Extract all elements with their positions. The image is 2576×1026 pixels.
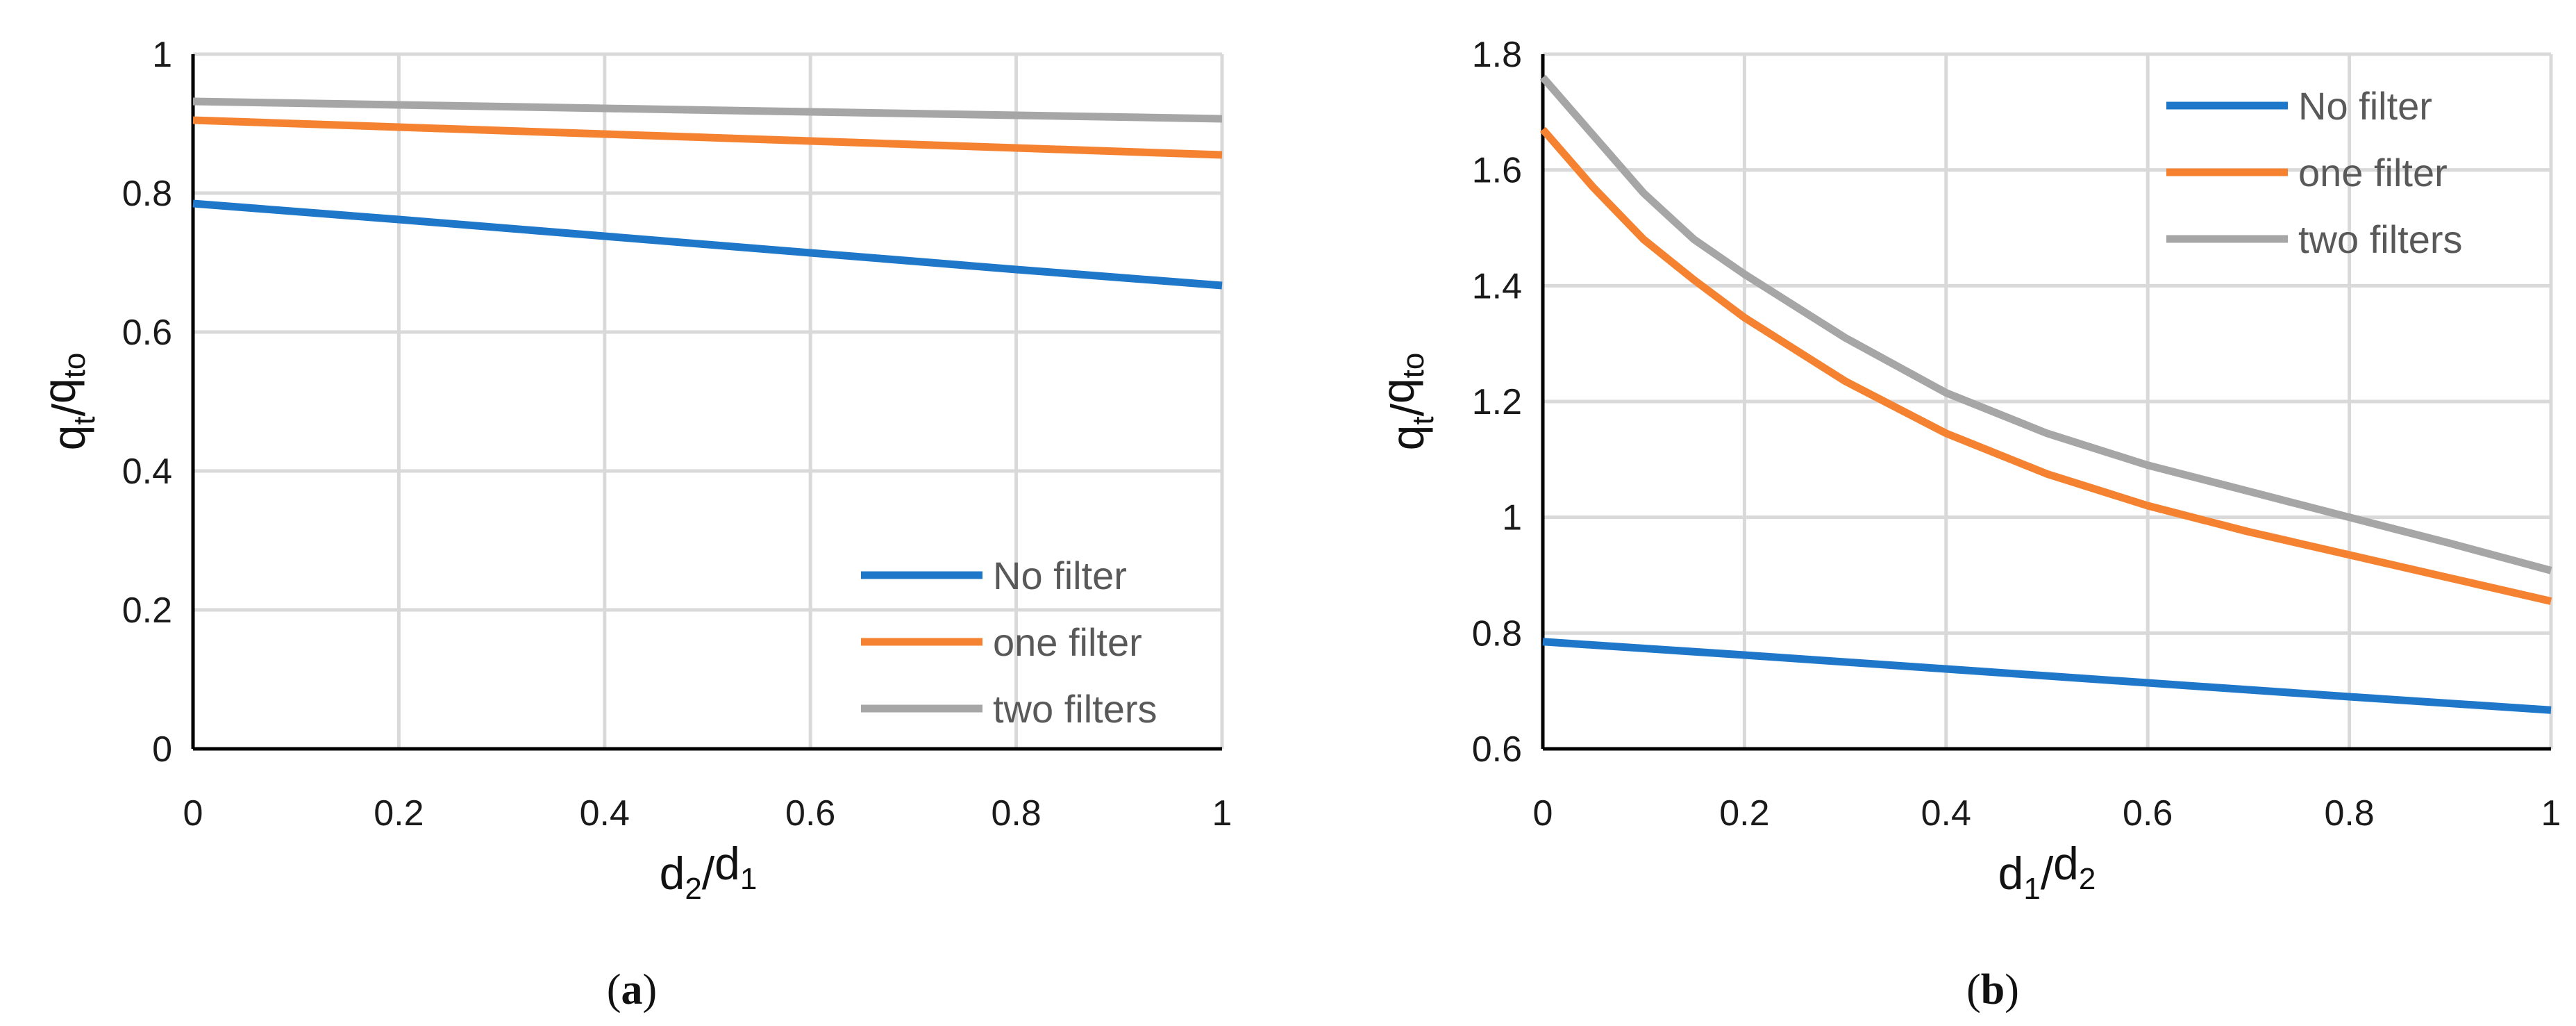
panel-caption-letter: a [621, 966, 643, 1013]
x-axis-label-slash: / [702, 847, 715, 899]
y-axis-label-base2: q [33, 378, 85, 404]
x-tick-label: 0.8 [2324, 793, 2374, 834]
x-tick-label: 1 [1212, 793, 1232, 834]
y-axis-label: qt/qto [33, 353, 101, 451]
x-tick-label: 0.4 [580, 793, 630, 834]
legend-label: one filter [993, 620, 1142, 664]
x-axis-label-slash: / [2041, 847, 2054, 899]
y-tick-label: 1 [152, 35, 172, 75]
x-tick-label: 1 [2541, 793, 2561, 834]
x-axis-label: d2/d1 [660, 838, 758, 906]
x-tick-label: 0.2 [374, 793, 424, 834]
y-tick-label: 0.8 [122, 174, 172, 214]
series-line-two-filters [1539, 74, 2552, 574]
x-axis-label: d1/d2 [1998, 838, 2096, 906]
panel-caption-close: ) [2005, 966, 2019, 1013]
x-axis-label-base2: d [714, 838, 740, 889]
x-axis-label-base2: d [2053, 838, 2079, 889]
x-axis-label-sub1: 1 [2023, 872, 2040, 906]
y-axis-label-base1: q [1382, 425, 1433, 451]
y-tick-label: 0.6 [122, 313, 172, 353]
y-axis-label-slash: / [43, 403, 94, 416]
y-tick-label: 0.2 [122, 590, 172, 631]
y-tick-label: 0.4 [122, 452, 172, 492]
legend-label: two filters [993, 687, 1157, 731]
legend: No filter one filter two filters [861, 554, 1157, 731]
y-axis-label-sub2: to [58, 353, 92, 379]
panel-caption-open: ( [1966, 966, 1981, 1013]
y-tick-label: 1.2 [1472, 382, 1522, 422]
y-tick-label: 0.6 [1472, 729, 1522, 770]
legend-label: No filter [2298, 84, 2432, 128]
x-tick-label: 0.6 [2123, 793, 2173, 834]
x-axis-label-base1: d [660, 847, 685, 899]
chart-panel-b: 0 0.2 0.4 0.6 0.8 1 0.6 0.8 1 1.2 1.4 1.6 1.8 No filt… [1372, 35, 2561, 1013]
series-line-one-filter [1539, 126, 2552, 605]
x-axis-label-sub2: 1 [740, 862, 757, 896]
series-line-no-filter [192, 199, 1223, 290]
x-tick-label: 0.2 [1719, 793, 1769, 834]
y-axis-label-sub2: to [1396, 353, 1430, 379]
panel-caption-open: ( [607, 966, 621, 1013]
series-line-two-filters [192, 97, 1223, 123]
y-tick-label: 1.6 [1472, 151, 1522, 191]
y-axis-label-sub1: t [67, 416, 101, 424]
x-axis-label-sub2: 2 [2079, 862, 2096, 896]
y-axis-label: qt/qto [1372, 353, 1440, 451]
x-tick-label: 0.8 [991, 793, 1041, 834]
panel-caption-letter: b [1981, 966, 2005, 1013]
panel-caption-close: ) [643, 966, 658, 1013]
legend-label: No filter [993, 554, 1127, 597]
x-tick-label: 0.6 [785, 793, 835, 834]
y-tick-label: 0.8 [1472, 613, 1522, 654]
x-tick-label: 0 [183, 793, 203, 834]
y-tick-label: 1.8 [1472, 35, 1522, 75]
series-line-one-filter [192, 116, 1223, 159]
legend-label: two filters [2298, 217, 2463, 261]
x-axis-label-base1: d [1998, 847, 2024, 899]
y-tick-label: 0 [152, 729, 172, 770]
x-axis-label-sub1: 2 [685, 872, 701, 906]
panel-caption: (a) [607, 966, 657, 1013]
series-line-no-filter [1542, 638, 2552, 714]
y-axis-label-sub1: t [1406, 416, 1440, 424]
y-axis-label-base2: q [1372, 378, 1423, 404]
y-axis-label-slash: / [1382, 403, 1433, 416]
panel-caption: (b) [1966, 966, 2019, 1013]
x-tick-label: 0 [1533, 793, 1553, 834]
y-axis-label-base1: q [43, 425, 94, 451]
legend-label: one filter [2298, 151, 2448, 195]
x-tick-label: 0.4 [1921, 793, 1971, 834]
chart-panel-a: 0 0.2 0.4 0.6 0.8 1 0 0.2 0.4 0.6 0.8 1 No filter one… [33, 35, 1232, 1013]
legend: No filter one filter two filters [2166, 84, 2463, 261]
y-tick-label: 1 [1502, 498, 1522, 538]
y-tick-label: 1.4 [1472, 266, 1522, 306]
